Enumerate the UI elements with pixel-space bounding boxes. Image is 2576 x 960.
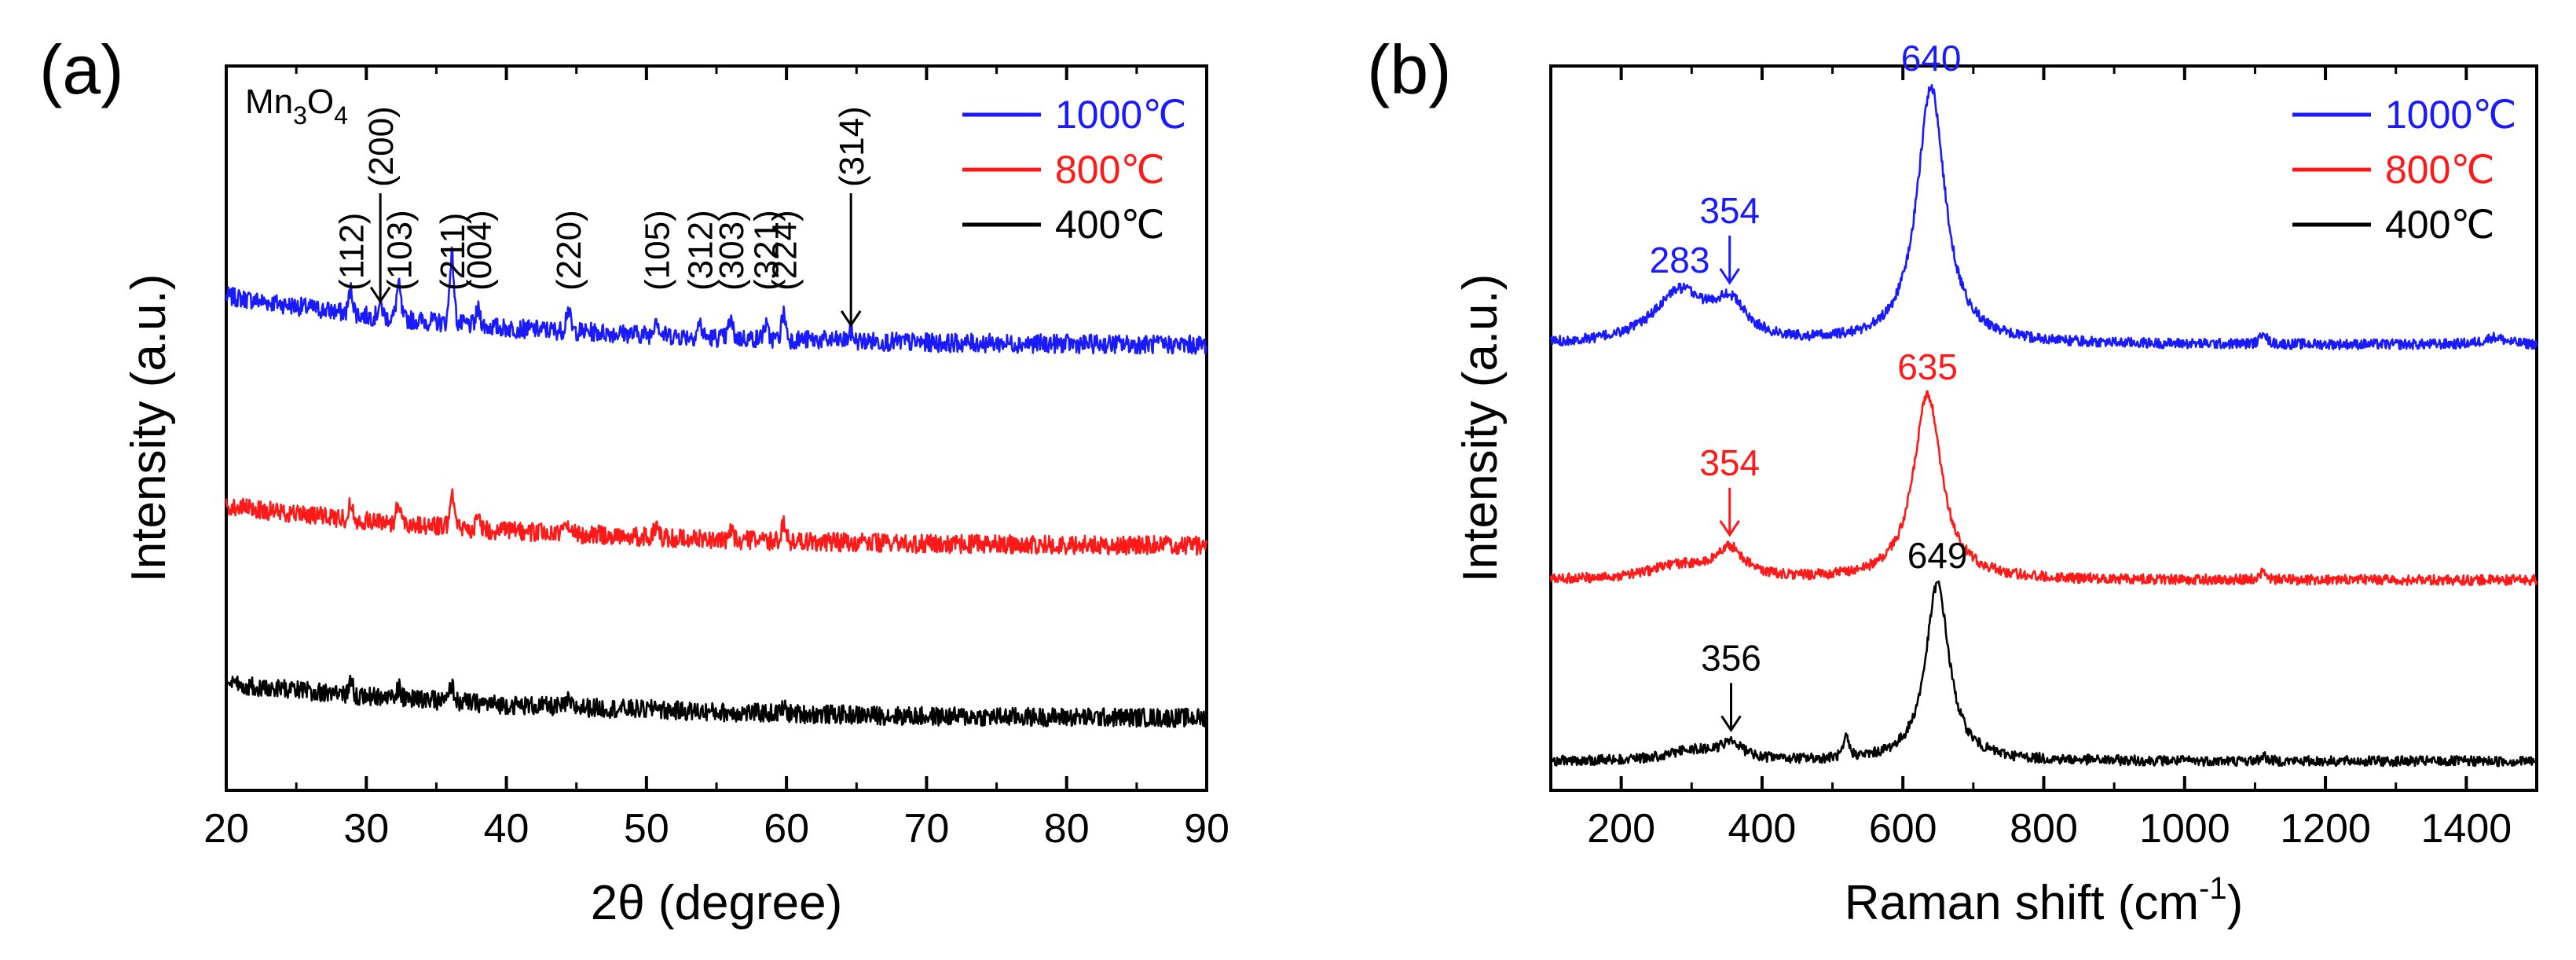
x-tick-label: 70 bbox=[904, 806, 950, 852]
miller-index-label: (321) bbox=[747, 210, 786, 291]
miller-index-label: (220) bbox=[550, 210, 588, 291]
peak-label: 283 bbox=[1650, 240, 1710, 280]
peak-label: 354 bbox=[1699, 190, 1760, 231]
x-tick-label: 50 bbox=[624, 806, 669, 852]
peak-label: 649 bbox=[1907, 535, 1968, 576]
legend-label: 800℃ bbox=[1055, 148, 1165, 192]
plot-frame bbox=[1549, 64, 2538, 792]
x-tick-label: 30 bbox=[343, 806, 389, 852]
peak-arrowhead bbox=[1720, 715, 1742, 733]
x-axis-title: 2θ (degree) bbox=[591, 876, 843, 930]
legend-label: 400℃ bbox=[2385, 203, 2495, 247]
miller-index-label: (103) bbox=[380, 210, 419, 291]
annotation-arrowhead bbox=[840, 310, 862, 328]
miller-index-label: (105) bbox=[638, 210, 676, 291]
x-tick-label: 60 bbox=[764, 806, 809, 852]
miller-index-label: (312) bbox=[682, 210, 720, 291]
x-tick-label: 1400 bbox=[2421, 806, 2512, 852]
peak-arrowhead bbox=[1719, 520, 1740, 537]
xrd-series-line bbox=[225, 674, 1208, 728]
x-tick-label: 200 bbox=[1587, 806, 1655, 852]
x-tick-label: 1200 bbox=[2280, 806, 2371, 852]
xrd-series-line bbox=[225, 246, 1208, 355]
y-axis-title: Intensity (a.u.) bbox=[122, 274, 176, 583]
miller-index-label: (112) bbox=[333, 213, 372, 291]
x-tick-label: 90 bbox=[1184, 806, 1229, 852]
x-tick-label: 800 bbox=[2010, 806, 2078, 852]
x-tick-label: 600 bbox=[1869, 806, 1937, 852]
peak-label: 635 bbox=[1897, 346, 1958, 387]
legend-label: 1000℃ bbox=[2385, 93, 2516, 137]
xrd-series-line bbox=[225, 488, 1208, 556]
x-tick-label: 80 bbox=[1044, 806, 1090, 852]
legend-label: 1000℃ bbox=[1055, 93, 1186, 137]
miller-index-label: (004) bbox=[460, 210, 499, 291]
panel-label-a: (a) bbox=[39, 31, 124, 108]
peak-label: 640 bbox=[1901, 38, 1962, 79]
panel-label-b: (b) bbox=[1367, 31, 1452, 108]
legend-label: 400℃ bbox=[1055, 203, 1165, 247]
annotation-arrowhead bbox=[369, 286, 391, 304]
compound-label: Mn3O4 bbox=[245, 82, 348, 130]
miller-index-label: (224) bbox=[766, 210, 804, 291]
x-tick-label: 1000 bbox=[2139, 806, 2230, 852]
raman-series-line bbox=[1549, 580, 2538, 768]
peak-label: 356 bbox=[1701, 637, 1761, 678]
miller-index-label: (314) bbox=[833, 106, 871, 187]
miller-index-label: (211) bbox=[434, 213, 472, 291]
raman-series-line bbox=[1549, 84, 2538, 350]
x-tick-label: 40 bbox=[484, 806, 529, 852]
miller-index-label: (303) bbox=[713, 210, 751, 291]
x-axis-title: Raman shift (cm-1) bbox=[1845, 871, 2244, 930]
peak-arrowhead bbox=[1719, 268, 1740, 285]
y-axis-title: Intensity (a.u.) bbox=[1453, 274, 1508, 583]
plot-frame bbox=[225, 64, 1208, 792]
x-tick-label: 400 bbox=[1728, 806, 1797, 852]
peak-label: 354 bbox=[1699, 442, 1760, 483]
miller-index-label: (200) bbox=[362, 106, 401, 187]
raman-series-line bbox=[1549, 390, 2538, 587]
x-tick-label: 20 bbox=[203, 806, 249, 852]
legend-label: 800℃ bbox=[2385, 148, 2495, 192]
